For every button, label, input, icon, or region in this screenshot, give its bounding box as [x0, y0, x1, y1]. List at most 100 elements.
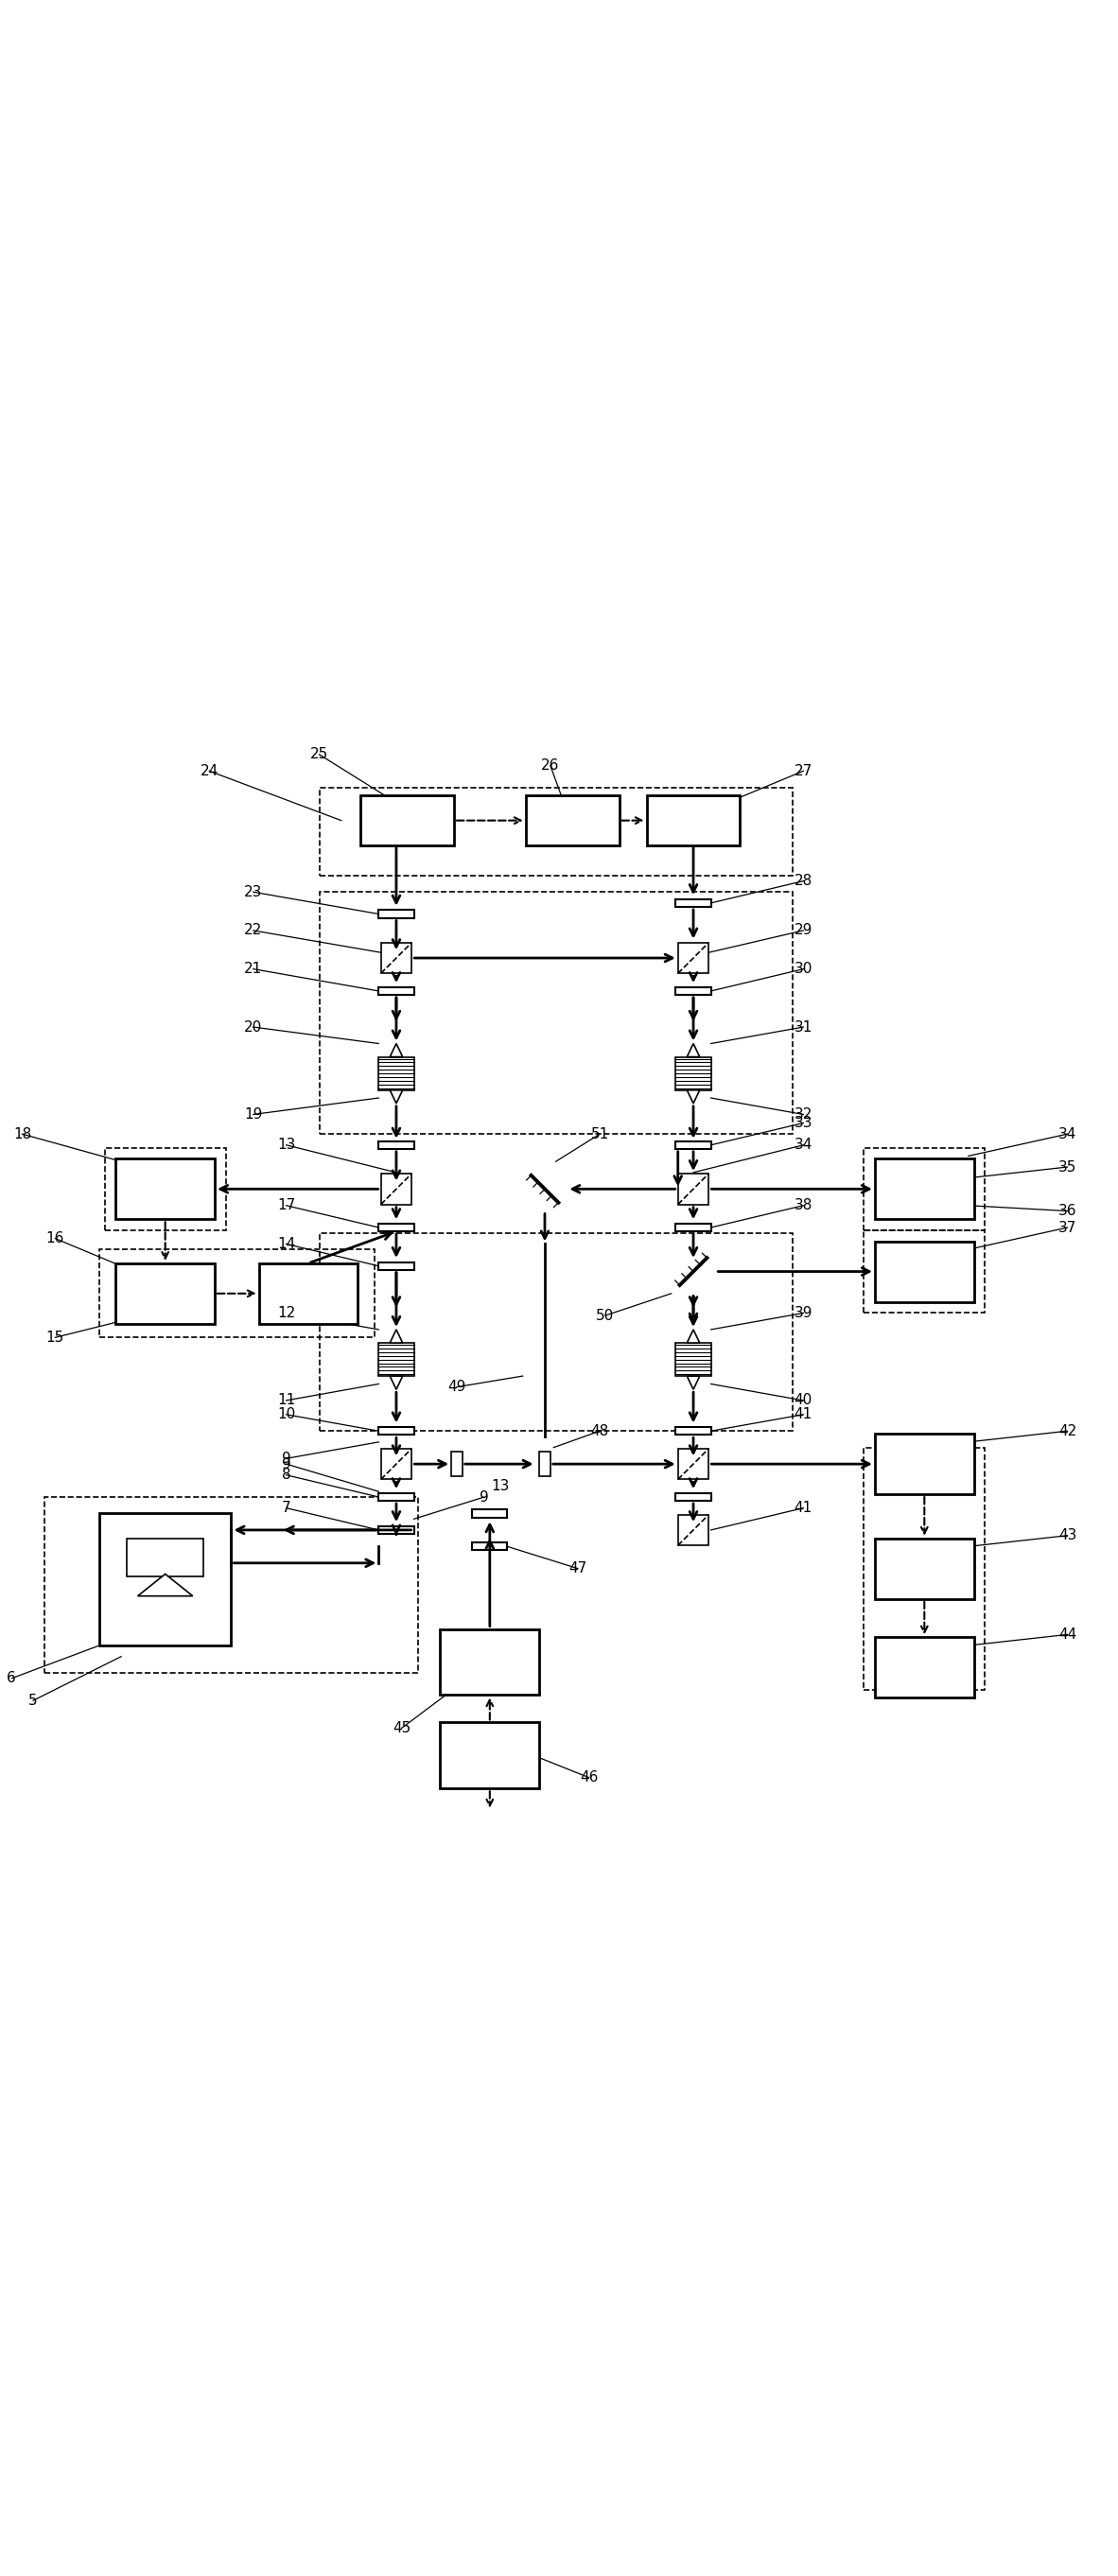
Bar — [678, 1175, 709, 1206]
Bar — [675, 1494, 711, 1502]
Text: 10: 10 — [277, 1406, 295, 1422]
Bar — [864, 1231, 985, 1314]
Text: 40: 40 — [794, 1394, 813, 1406]
Bar — [440, 1723, 539, 1788]
Bar — [379, 909, 414, 917]
Text: 25: 25 — [310, 747, 329, 762]
Text: 48: 48 — [590, 1425, 609, 1437]
Text: 32: 32 — [794, 1108, 813, 1121]
Bar — [675, 899, 711, 907]
Text: 5: 5 — [29, 1692, 38, 1708]
Text: 9: 9 — [282, 1450, 291, 1466]
Bar — [864, 1149, 985, 1231]
Bar — [258, 1262, 358, 1324]
Text: 50: 50 — [596, 1309, 615, 1321]
Text: 28: 28 — [794, 873, 813, 889]
Bar — [678, 943, 709, 974]
Polygon shape — [686, 1376, 700, 1388]
Bar — [646, 796, 740, 845]
Text: 13: 13 — [492, 1479, 510, 1494]
Bar — [379, 1427, 414, 1435]
Text: 18: 18 — [13, 1126, 31, 1141]
Bar — [381, 943, 411, 974]
Bar — [675, 1224, 711, 1231]
Bar — [675, 1141, 711, 1149]
Bar — [472, 1543, 508, 1551]
Polygon shape — [686, 1090, 700, 1103]
Bar — [100, 1515, 231, 1646]
Text: 27: 27 — [794, 765, 813, 778]
Bar — [45, 1497, 418, 1672]
Text: 49: 49 — [447, 1381, 466, 1394]
Bar — [379, 1224, 414, 1231]
Text: 9: 9 — [480, 1489, 489, 1504]
Bar — [875, 1638, 974, 1698]
Text: 9: 9 — [282, 1458, 291, 1471]
Bar — [105, 1149, 226, 1231]
Bar — [379, 1262, 414, 1270]
Polygon shape — [390, 1043, 402, 1056]
Polygon shape — [686, 1043, 700, 1056]
Bar — [472, 1510, 508, 1517]
Text: 51: 51 — [590, 1126, 609, 1141]
Text: 22: 22 — [244, 922, 263, 938]
Text: 24: 24 — [200, 765, 218, 778]
Text: 12: 12 — [277, 1306, 295, 1319]
Bar — [381, 1448, 411, 1479]
Bar — [875, 1538, 974, 1600]
Polygon shape — [390, 1376, 402, 1388]
Text: 36: 36 — [1059, 1203, 1077, 1218]
Bar — [678, 1515, 709, 1546]
Bar — [864, 1448, 985, 1690]
Bar — [126, 1538, 203, 1577]
Text: 47: 47 — [569, 1561, 587, 1577]
Text: 7: 7 — [282, 1502, 291, 1515]
Text: 44: 44 — [1059, 1628, 1077, 1641]
Text: 16: 16 — [46, 1231, 65, 1247]
Text: 11: 11 — [277, 1394, 295, 1406]
Text: 43: 43 — [1059, 1528, 1077, 1543]
Bar — [539, 1453, 550, 1476]
Text: 34: 34 — [1059, 1126, 1077, 1141]
Text: 15: 15 — [46, 1329, 65, 1345]
Text: 41: 41 — [794, 1502, 813, 1515]
Polygon shape — [390, 1329, 402, 1342]
Bar — [875, 1159, 974, 1218]
Text: 29: 29 — [794, 922, 813, 938]
Text: 20: 20 — [244, 1020, 263, 1033]
Bar — [320, 788, 793, 876]
Text: 23: 23 — [244, 886, 263, 899]
Bar — [381, 1175, 411, 1206]
Bar — [678, 1448, 709, 1479]
Bar — [379, 1525, 414, 1533]
Bar — [875, 1242, 974, 1301]
Polygon shape — [138, 1574, 192, 1597]
Text: 46: 46 — [579, 1770, 598, 1785]
Bar — [379, 1494, 414, 1502]
Bar — [320, 891, 793, 1133]
Bar — [525, 796, 619, 845]
Bar — [132, 1558, 198, 1613]
Text: 37: 37 — [1059, 1221, 1077, 1234]
Bar — [440, 1628, 539, 1695]
Text: 6: 6 — [7, 1672, 16, 1685]
Bar — [875, 1435, 974, 1494]
Bar — [675, 987, 711, 994]
Bar — [675, 1056, 711, 1090]
Text: 38: 38 — [794, 1198, 813, 1213]
Bar — [379, 987, 414, 994]
Text: 34: 34 — [794, 1139, 813, 1151]
Bar — [115, 1262, 215, 1324]
Bar — [379, 1141, 414, 1149]
Polygon shape — [686, 1329, 700, 1342]
Text: 45: 45 — [392, 1721, 411, 1736]
Text: 14: 14 — [277, 1236, 295, 1252]
Text: 33: 33 — [794, 1115, 813, 1131]
Text: 8: 8 — [282, 1468, 291, 1481]
Text: 42: 42 — [1059, 1425, 1077, 1437]
Bar — [675, 1427, 711, 1435]
Polygon shape — [390, 1090, 402, 1103]
Text: 19: 19 — [244, 1108, 263, 1121]
Text: 35: 35 — [1059, 1159, 1077, 1175]
Text: 21: 21 — [244, 961, 263, 976]
